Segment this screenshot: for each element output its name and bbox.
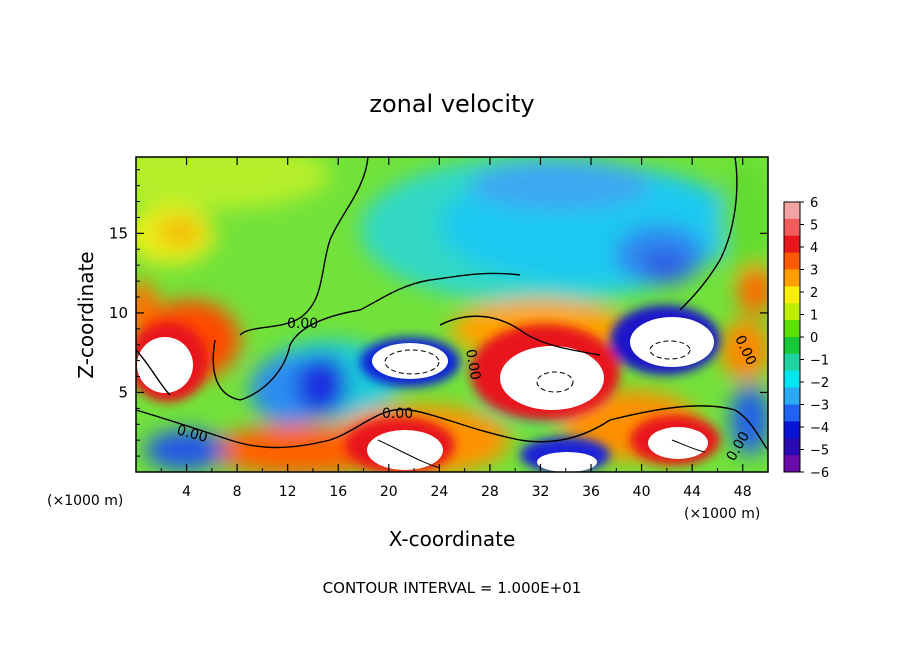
- y-tick-label: 5: [118, 383, 128, 401]
- x-tick-label: 12: [279, 484, 297, 500]
- y-tick-label: 15: [109, 224, 128, 242]
- colorbar-swatch: [784, 404, 800, 422]
- contour-interval-note: CONTOUR INTERVAL = 1.000E+01: [323, 579, 582, 597]
- colorbar-tick-label: −4: [810, 421, 829, 436]
- colorbar-tick-label: −6: [810, 466, 829, 481]
- contour-label: 0.00: [175, 422, 209, 446]
- colorbar-tick-label: 0: [810, 331, 818, 346]
- colorbar-tick-label: 3: [810, 264, 818, 279]
- colorbar-tick-label: 5: [810, 219, 818, 234]
- x-tick-label: 36: [582, 484, 600, 500]
- x-tick-label: 8: [233, 484, 242, 500]
- x-tick-label: 16: [329, 484, 347, 500]
- colorbar-tick-label: 2: [810, 286, 818, 301]
- x-tick-label: 40: [633, 484, 651, 500]
- colorbar-swatch: [784, 202, 800, 220]
- colorbar-swatch: [784, 337, 800, 355]
- colorbar-swatch: [784, 421, 800, 439]
- contour-label: 0.00: [382, 406, 413, 422]
- x-tick-label: 24: [430, 484, 448, 500]
- colorbar-tick-label: −3: [810, 399, 829, 414]
- colorbar-swatch: [784, 438, 800, 456]
- colorbar-tick-label: −2: [810, 376, 829, 391]
- contour-label: 0.00: [462, 348, 483, 381]
- x-tick-label: 32: [532, 484, 550, 500]
- x-tick-label: 48: [734, 484, 752, 500]
- plot-frame: [135, 156, 769, 473]
- x-tick-label: 20: [380, 484, 398, 500]
- colorbar-swatch: [784, 269, 800, 287]
- contour-label: 0.00: [287, 316, 318, 332]
- colorbar-tick-label: 4: [810, 241, 818, 256]
- colorbar-swatch: [784, 387, 800, 405]
- colorbar-tick-label: −5: [810, 444, 829, 459]
- x-axis-label: X-coordinate: [389, 527, 516, 551]
- colorbar-swatch: [784, 235, 800, 254]
- colorbar-swatch: [784, 252, 800, 270]
- y-axis: 5 10 15: [109, 169, 768, 457]
- plot-area: [136, 157, 768, 472]
- colorbar-swatch: [784, 320, 800, 338]
- y-tick-label: 10: [109, 304, 128, 322]
- colorbar-tick-label: −1: [810, 354, 829, 369]
- colorbar-swatch: [784, 286, 800, 304]
- x-axis: 4 8 12 16 20 24 28 32 36 40 44 48: [160, 157, 752, 500]
- x-unit-right: (×1000 m): [684, 506, 760, 522]
- colorbar-swatch: [784, 455, 800, 473]
- colorbar-tick-label: 1: [810, 309, 818, 324]
- colorbar-swatch: [784, 353, 800, 372]
- colorbar-swatch: [784, 370, 800, 389]
- colorbar-swatch: [784, 218, 800, 237]
- colorbar: 6 5 4 3 2 1 0 −1 −2 −3 −4 −5 −6: [783, 196, 829, 481]
- y-axis-label: Z-coordinate: [74, 251, 98, 378]
- colorbar-swatch: [784, 303, 800, 321]
- x-tick-label: 4: [182, 484, 191, 500]
- x-tick-label: 28: [481, 484, 499, 500]
- chart-title: zonal velocity: [369, 90, 534, 118]
- colorbar-tick-label: 6: [810, 196, 818, 211]
- x-unit-left: (×1000 m): [47, 493, 123, 509]
- x-tick-label: 44: [683, 484, 701, 500]
